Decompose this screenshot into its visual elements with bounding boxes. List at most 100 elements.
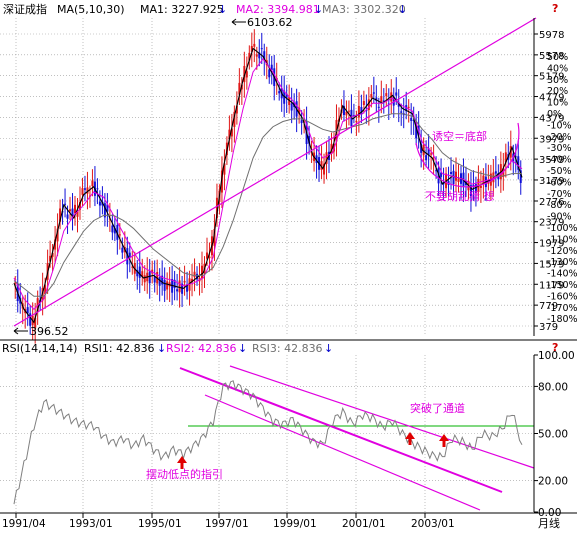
candle-body: [258, 52, 261, 59]
candle-body: [425, 155, 428, 161]
candle-body: [377, 106, 380, 108]
candle-body: [14, 282, 17, 284]
candle-body: [208, 256, 211, 259]
candle-body: [233, 111, 236, 127]
candle-body: [323, 163, 326, 175]
candle-body: [397, 102, 400, 107]
candle-body: [440, 172, 443, 177]
percent-tick-label: 10%: [547, 98, 568, 109]
price-tick-label: 3979: [539, 134, 564, 145]
percent-tick-label: 40%: [547, 63, 568, 74]
arrow-up-icon: [439, 434, 449, 447]
high-label: 6103.62: [247, 16, 293, 29]
candle-body: [223, 163, 226, 175]
candle-body: [452, 170, 455, 185]
candle-body: [357, 105, 360, 118]
candle-body: [320, 161, 323, 170]
price-tick-label: 779: [539, 301, 558, 312]
candle-body: [260, 48, 263, 50]
rsi2-value: RSI2: 42.836: [166, 342, 237, 355]
arrow-up-icon: [405, 432, 415, 445]
candle-body: [392, 96, 395, 106]
candle-body: [482, 175, 485, 184]
candle-body: [253, 43, 256, 47]
candle-body: [472, 184, 475, 186]
candle-body: [191, 278, 194, 283]
rsi-grid: [0, 355, 534, 512]
price-tick-label: 5179: [539, 72, 564, 83]
help-icon[interactable]: ?: [552, 2, 558, 15]
time-tick-label: 1993/01: [69, 518, 113, 530]
candle-body: [514, 156, 517, 158]
percent-tick-label: -110%: [547, 234, 577, 245]
candle-body: [494, 171, 497, 174]
candle-body: [173, 279, 176, 289]
candle-body: [315, 155, 318, 164]
rsi-channel-lower: [204, 394, 481, 511]
candle-body: [59, 208, 62, 222]
candle-body: [76, 210, 79, 217]
high-marker: 6103.62: [231, 16, 293, 29]
ma3-value: MA3: 3302.320: [322, 3, 406, 16]
candle-body: [121, 247, 124, 253]
percent-tick-label: -20%: [547, 132, 572, 143]
candle-body: [504, 152, 507, 163]
guess-annotation: 不要胡乱猜 想: [425, 189, 495, 203]
swing-low-annotation: 摆动低点的指引: [146, 467, 223, 481]
price-tick-label: 1979: [539, 239, 564, 250]
rsi1-arrow: ↓: [157, 342, 166, 355]
percent-tick-label: 0%: [547, 109, 562, 120]
candle-body: [143, 275, 146, 283]
candle-body: [235, 105, 238, 114]
candle-body: [230, 128, 233, 137]
candle-body: [178, 280, 181, 293]
candle-body: [163, 279, 166, 291]
rsi1-line: [13, 380, 523, 505]
candle-body: [250, 46, 253, 52]
candle-body: [290, 103, 293, 111]
candle-body: [375, 97, 378, 101]
candle-body: [298, 107, 301, 114]
price-tick-label: 5578: [539, 51, 564, 62]
candle-body: [66, 214, 69, 219]
ma-parameters: MA(5,10,30): [57, 3, 125, 16]
candle-body: [283, 90, 286, 104]
candle-body: [131, 266, 134, 268]
period-label: 月线: [538, 516, 560, 530]
arrow-up-icon: [177, 456, 187, 469]
candle-body: [365, 110, 368, 112]
bottom-annotation: 诱空＝底部: [432, 129, 487, 143]
candle-body: [103, 203, 106, 218]
candle-body: [158, 277, 161, 286]
candle-body: [118, 234, 121, 236]
candle-body: [300, 120, 303, 124]
candle-body: [427, 148, 430, 155]
candle-body: [98, 201, 101, 206]
candle-body: [380, 95, 383, 103]
candle-body: [148, 271, 151, 284]
rsi-channel-mid: [179, 367, 503, 493]
candle-body: [342, 105, 345, 116]
percent-tick-label: -50%: [547, 166, 572, 177]
candle-body: [248, 52, 251, 61]
rsi-tick-label: 80.00: [538, 381, 568, 393]
ma-line-ma3: [13, 113, 523, 297]
candle-body: [330, 143, 333, 154]
candle-body: [111, 225, 114, 233]
low-marker: 396.52: [13, 325, 69, 338]
breakout-annotation: 突破了通道: [410, 401, 465, 415]
candle-body: [400, 111, 403, 113]
rsi-arrows: [177, 432, 449, 469]
candle-body: [238, 82, 241, 95]
price-tick-label: 5978: [539, 30, 564, 41]
percent-axis: 50%40%30%20%10%0%-10%-20%-30%-40%-50%-60…: [547, 52, 577, 325]
rsi-help-icon[interactable]: ?: [552, 341, 558, 354]
candle-body: [213, 228, 216, 246]
candlesticks: [14, 29, 522, 344]
candle-body: [412, 119, 415, 122]
time-tick-label: 1995/01: [138, 518, 182, 530]
time-tick-label: 2003/01: [411, 518, 455, 530]
candle-body: [367, 99, 370, 111]
candle-body: [96, 188, 99, 190]
